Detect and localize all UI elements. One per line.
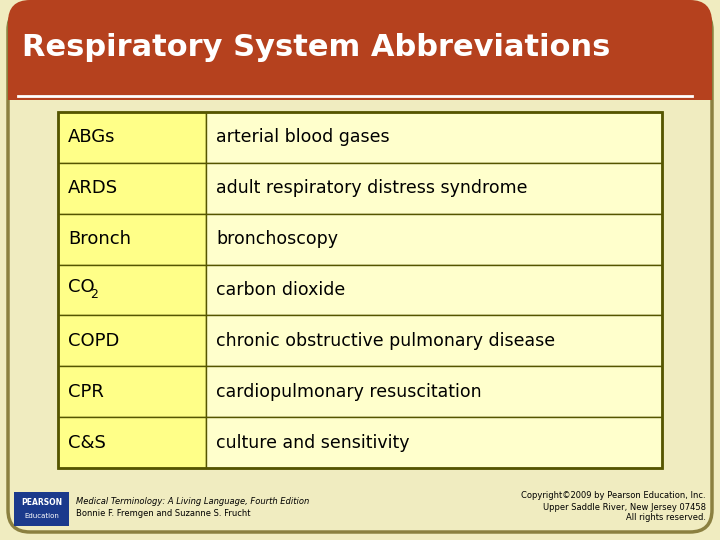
FancyBboxPatch shape (8, 0, 712, 100)
Bar (58, 214, 206, 265)
Text: culture and sensitivity: culture and sensitivity (216, 434, 410, 451)
Text: carbon dioxide: carbon dioxide (216, 281, 346, 299)
Text: adult respiratory distress syndrome: adult respiratory distress syndrome (216, 179, 528, 197)
Text: Bronch: Bronch (68, 230, 131, 248)
Text: CO: CO (68, 278, 94, 296)
Bar (58, 112, 206, 163)
Text: cardiopulmonary resuscitation: cardiopulmonary resuscitation (216, 383, 482, 401)
FancyBboxPatch shape (8, 8, 712, 532)
Text: All rights reserved.: All rights reserved. (626, 514, 706, 523)
Text: Education: Education (24, 513, 59, 519)
Bar (58, 112, 662, 468)
Bar (206, 265, 662, 315)
Text: ABGs: ABGs (68, 129, 115, 146)
Bar (8, 70, 712, 100)
Bar (206, 214, 662, 265)
Text: COPD: COPD (68, 332, 120, 350)
Bar (14, 492, 69, 526)
Bar (58, 265, 206, 315)
Bar (206, 163, 662, 214)
Text: C&S: C&S (68, 434, 106, 451)
Text: ARDS: ARDS (68, 179, 118, 197)
Bar (58, 417, 206, 468)
Bar (58, 163, 206, 214)
Text: Respiratory System Abbreviations: Respiratory System Abbreviations (22, 33, 611, 63)
Bar (206, 366, 662, 417)
Bar (58, 315, 206, 366)
Bar (206, 315, 662, 366)
Text: Bonnie F. Fremgen and Suzanne S. Frucht: Bonnie F. Fremgen and Suzanne S. Frucht (76, 509, 251, 517)
Text: CPR: CPR (68, 383, 104, 401)
Text: PEARSON: PEARSON (21, 498, 62, 508)
Bar (206, 112, 662, 163)
Text: bronchoscopy: bronchoscopy (216, 230, 338, 248)
Text: Medical Terminology: A Living Language, Fourth Edition: Medical Terminology: A Living Language, … (76, 496, 310, 505)
Text: 2: 2 (90, 287, 98, 300)
Text: Upper Saddle River, New Jersey 07458: Upper Saddle River, New Jersey 07458 (543, 503, 706, 511)
Bar (58, 366, 206, 417)
Text: arterial blood gases: arterial blood gases (216, 129, 390, 146)
Bar (206, 417, 662, 468)
Text: Copyright©2009 by Pearson Education, Inc.: Copyright©2009 by Pearson Education, Inc… (521, 491, 706, 501)
Text: chronic obstructive pulmonary disease: chronic obstructive pulmonary disease (216, 332, 555, 350)
